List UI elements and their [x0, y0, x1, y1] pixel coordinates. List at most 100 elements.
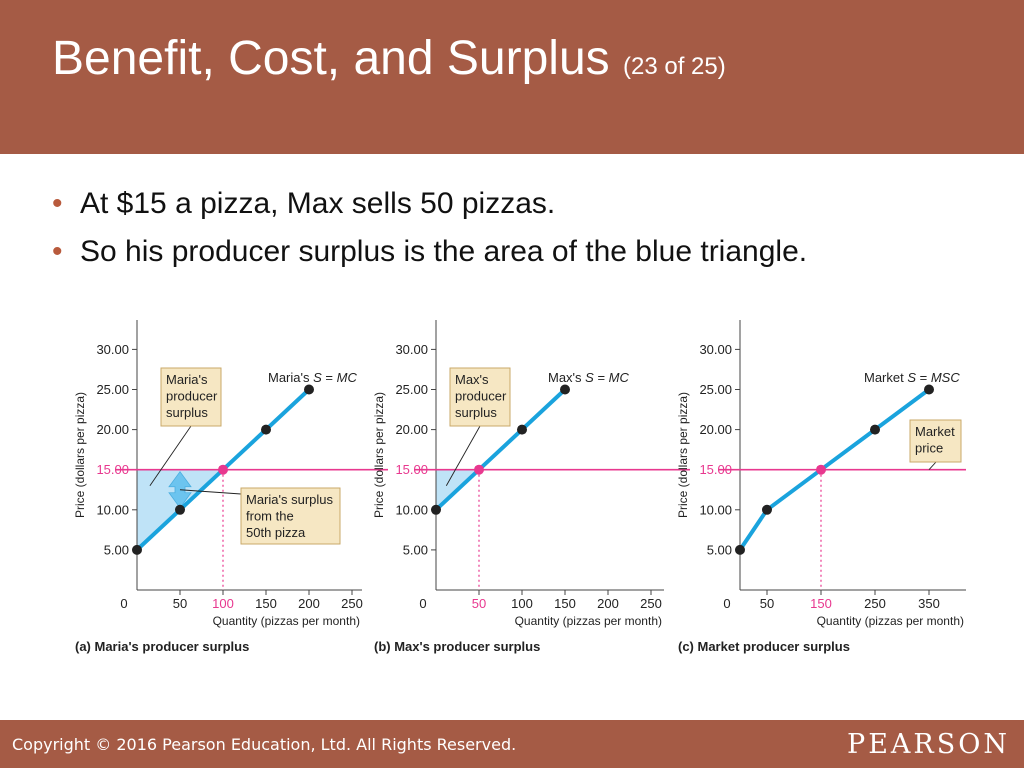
copyright-text: Copyright © 2016 Pearson Education, Ltd.…	[12, 735, 517, 754]
supply-label-curve: MC	[337, 370, 358, 385]
x-tick-label: 50	[472, 596, 486, 611]
supply-label-prefix: Maria's	[268, 370, 313, 385]
y-tick-label: 25.00	[699, 382, 732, 397]
y-tick-label: 25.00	[96, 382, 129, 397]
supply-curve-label: Market S = MSC	[864, 370, 960, 385]
supply-curve	[434, 388, 567, 512]
annotation-text: 50th pizza	[246, 525, 306, 540]
supply-label-curve: MC	[609, 370, 630, 385]
supply-label-equals: =	[594, 370, 609, 385]
annotation-text: Maria's surplus	[246, 492, 334, 507]
y-tick-label: 20.00	[395, 422, 428, 437]
producer-surplus-area	[137, 469, 223, 550]
bullet-text: At $15 a pizza, Max sells 50 pizzas.	[80, 187, 556, 220]
bullet-text: So his producer surplus is the area of t…	[80, 235, 808, 268]
x-tick-label: 50	[173, 596, 187, 611]
y-tick-label: 20.00	[699, 422, 732, 437]
slide-header: Benefit, Cost, and Surplus (23 of 25)	[0, 0, 1024, 154]
supply-label-variable: S	[313, 370, 322, 385]
x-tick-label: 250	[640, 596, 662, 611]
producer-surplus-charts: 5.00 10.00 20.00 25.00 30.00 0 50 100 150 200 250 Q…	[73, 320, 966, 654]
supply-point	[431, 504, 441, 515]
annotation-text: producer	[166, 389, 218, 404]
y-tick-label: 10.00	[699, 502, 732, 517]
supply-label-prefix: Max's	[548, 370, 585, 385]
x-tick-label: 100	[511, 596, 533, 611]
x-tick-label: 100	[212, 596, 234, 611]
x-tick-label: 0	[723, 596, 730, 611]
price-tick-label: 15.00	[96, 462, 129, 477]
y-tick-label: 5.00	[104, 542, 129, 557]
annotation-text: from the	[246, 509, 294, 524]
pearson-logo: PEARSON	[847, 729, 1010, 760]
supply-point	[560, 384, 570, 395]
y-tick-label: 10.00	[395, 502, 428, 517]
x-tick-label: 150	[554, 596, 576, 611]
x-tick-label: 250	[341, 596, 363, 611]
supply-curve-label: Max's S = MC	[548, 370, 629, 385]
supply-point	[261, 424, 271, 435]
price-tick-label: 15.00	[699, 462, 732, 477]
bullet-list: • At $15 a pizza, Max sells 50 pizzas. • S…	[52, 180, 807, 276]
y-tick-label: 30.00	[96, 342, 129, 357]
annotation-box	[240, 487, 341, 545]
annotation-text: surplus	[455, 405, 497, 420]
supply-label-variable: S	[585, 370, 594, 385]
supply-label-variable: S	[907, 370, 916, 385]
supply-point	[132, 544, 142, 555]
supply-label-equals: =	[322, 370, 337, 385]
supply-point	[924, 384, 934, 395]
y-axis-label: Price (dollars per pizza)	[372, 392, 386, 518]
x-tick-label: 150	[255, 596, 277, 611]
chart-panel-b: 5.00 10.00 20.00 25.00 30.00 0 50 100 150 200 250 Q…	[372, 320, 690, 654]
annotation-text: surplus	[166, 405, 208, 420]
bullet-item: • At $15 a pizza, Max sells 50 pizzas.	[52, 180, 807, 228]
supply-point	[735, 544, 745, 555]
supply-curve-label: Maria's S = MC	[268, 370, 357, 385]
annotation-box	[909, 419, 962, 463]
y-axis-label: Price (dollars per pizza)	[73, 392, 87, 518]
x-tick-label: 350	[918, 596, 940, 611]
y-tick-label: 20.00	[96, 422, 129, 437]
chart-panel-a: 5.00 10.00 20.00 25.00 30.00 0 50 100 150 200 250 Q…	[73, 320, 388, 654]
supply-point	[762, 504, 772, 515]
x-tick-label: 0	[120, 596, 127, 611]
supply-label-curve: MSC	[931, 370, 961, 385]
slide-title-counter: (23 of 25)	[623, 53, 726, 80]
equilibrium-point	[218, 464, 228, 475]
annotation-leader-line	[445, 425, 481, 486]
supply-point	[517, 424, 527, 435]
x-tick-label: 200	[298, 596, 320, 611]
equilibrium-point	[474, 464, 484, 475]
panel-caption: (c) Market producer surplus	[678, 639, 850, 654]
annotation-text: Market	[915, 424, 955, 439]
bullet-item: • So his producer surplus is the area of …	[52, 228, 807, 276]
x-axis-label: Quantity (pizzas per month)	[213, 614, 360, 628]
x-axis-label: Quantity (pizzas per month)	[515, 614, 662, 628]
panel-caption: (a) Maria's producer surplus	[75, 639, 249, 654]
supply-point	[870, 424, 880, 435]
bullet-dot-icon: •	[52, 187, 63, 220]
supply-label-prefix: Market	[864, 370, 907, 385]
x-tick-label: 150	[810, 596, 832, 611]
y-tick-label: 5.00	[707, 542, 732, 557]
x-tick-label: 250	[864, 596, 886, 611]
annotation-text: Max's	[455, 372, 489, 387]
x-tick-label: 0	[419, 596, 426, 611]
annotation-leader-line	[149, 425, 192, 486]
bullet-dot-icon: •	[52, 235, 63, 268]
x-tick-label: 200	[597, 596, 619, 611]
slide-title-text: Benefit, Cost, and Surplus	[52, 32, 610, 85]
supply-label-equals: =	[916, 370, 931, 385]
annotation-leader-line	[179, 489, 242, 495]
annotation-text: price	[915, 441, 943, 456]
y-tick-label: 25.00	[395, 382, 428, 397]
slide-title: Benefit, Cost, and Surplus (23 of 25)	[52, 30, 726, 96]
slide-footer: Copyright © 2016 Pearson Education, Ltd.…	[0, 720, 1024, 768]
supply-point	[304, 384, 314, 395]
price-tick-label: 15.00	[395, 462, 428, 477]
chart-panel-c: 5.00 10.00 20.00 25.00 30.00 0 50 150 250 350 Quan…	[676, 320, 966, 654]
y-axis-label: Price (dollars per pizza)	[676, 392, 690, 518]
annotation-leader-line	[928, 461, 937, 471]
equilibrium-point	[816, 464, 826, 475]
